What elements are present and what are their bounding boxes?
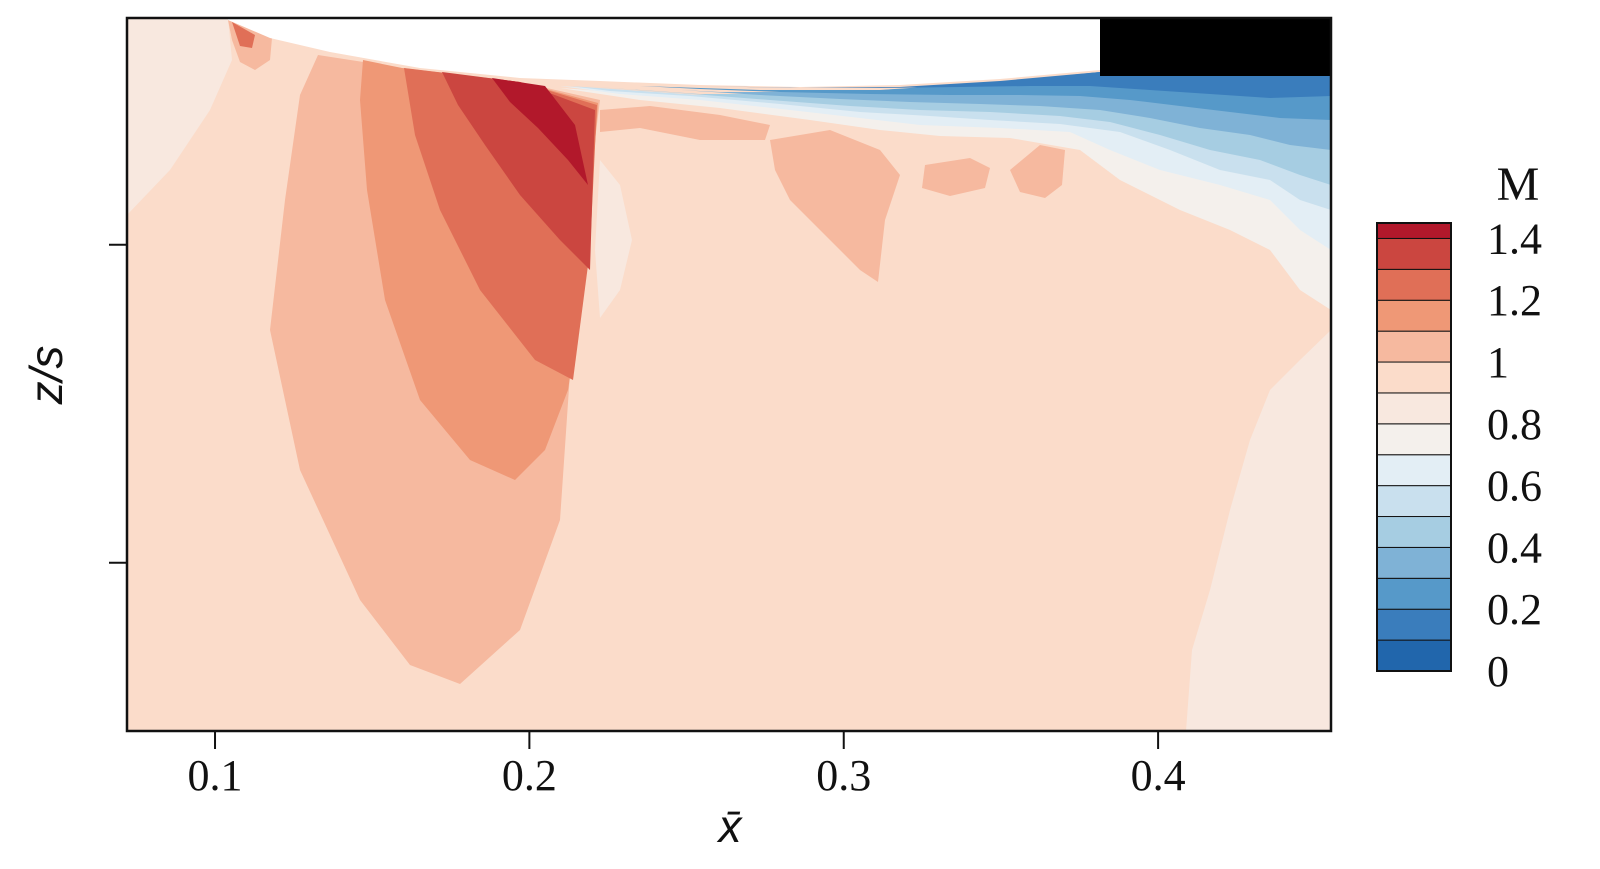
colorbar-swatch <box>1376 546 1452 579</box>
colorbar-tick-label: 1.2 <box>1487 276 1542 325</box>
colorbar-tick-label: 1.4 <box>1487 214 1542 263</box>
curved-body-surface <box>228 18 1331 87</box>
plot-frame <box>125 16 1333 733</box>
x-axis: 0.1 0.2 0.3 0.4 <box>188 731 1186 800</box>
colorbar-tick-label: 0.8 <box>1487 400 1542 449</box>
colorbar-swatch <box>1376 454 1452 487</box>
colorbar-swatch <box>1376 299 1452 332</box>
contour-lower-right-light <box>1186 330 1331 731</box>
x-tick-label: 0.1 <box>188 751 243 800</box>
colorbar-swatch <box>1376 268 1452 301</box>
contour-upstream-light <box>127 18 232 215</box>
contour-post-shock-pale <box>595 160 632 318</box>
contour-field <box>127 18 1331 731</box>
colorbar-swatch <box>1376 608 1452 641</box>
contour-pocket-d <box>600 106 770 140</box>
x-tick-label: 0.4 <box>1131 751 1186 800</box>
colorbar-tick-label: 0.2 <box>1487 585 1542 634</box>
colorbar-swatch <box>1376 516 1452 548</box>
colorbar-swatch <box>1376 485 1452 518</box>
y-axis-label: z/s <box>20 346 72 406</box>
colorbar-swatch <box>1376 222 1452 239</box>
colorbar-frame <box>1376 222 1452 672</box>
colorbar-tick-label: 1 <box>1487 338 1509 387</box>
colorbar-title: M <box>1497 158 1540 211</box>
colorbar-tick-label: 0.6 <box>1487 462 1542 511</box>
colorbar-swatch <box>1376 639 1452 672</box>
y-axis <box>109 243 127 564</box>
x-axis-label: x̄ <box>717 800 744 852</box>
colorbar-tick-label: 0 <box>1487 647 1509 696</box>
colorbar-tick-label: 0.4 <box>1487 523 1542 572</box>
contour-pocket-b <box>922 158 990 196</box>
contour-level-1.4 <box>492 78 588 185</box>
colorbar: 1.4 1.2 1 0.8 0.6 0.4 0.2 0 <box>1376 214 1542 696</box>
colorbar-swatch <box>1376 423 1452 456</box>
x-tick-label: 0.2 <box>502 751 557 800</box>
colorbar-swatch <box>1376 392 1452 425</box>
solid-block <box>1100 18 1330 76</box>
colorbar-swatch <box>1376 361 1452 394</box>
colorbar-swatch <box>1376 237 1452 270</box>
colorbar-swatch <box>1376 330 1452 363</box>
contour-leading-edge-core <box>232 22 255 48</box>
contour-pocket-c <box>1010 145 1065 198</box>
contour-pocket-a <box>770 130 900 282</box>
x-tick-label: 0.3 <box>816 751 871 800</box>
contour-level-0.1 <box>700 70 1331 98</box>
colorbar-swatch <box>1376 577 1452 610</box>
